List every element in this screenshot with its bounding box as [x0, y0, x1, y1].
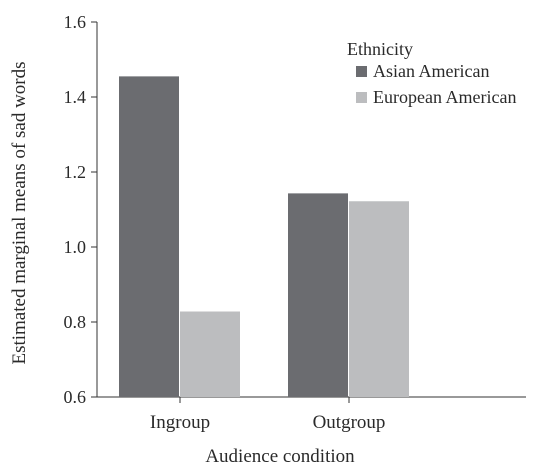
- legend-swatch: [356, 92, 367, 103]
- bar-ingroup-asian-american: [119, 76, 179, 397]
- legend: Ethnicity Asian American European America…: [347, 39, 516, 107]
- y-tick-label: 1.0: [64, 237, 87, 257]
- y-axis-label: Estimated marginal means of sad words: [9, 61, 30, 364]
- legend-label: European American: [373, 87, 516, 107]
- y-tick-label: 0.6: [64, 387, 87, 407]
- y-tick-labels: 0.6 0.8 1.0 1.2 1.4 1.6: [64, 12, 97, 407]
- y-tick-label: 1.2: [64, 162, 87, 182]
- bar-outgroup-asian-american: [288, 193, 348, 397]
- x-tick-label: Outgroup: [313, 412, 386, 433]
- y-tick-label: 1.6: [64, 12, 87, 32]
- legend-label: Asian American: [373, 61, 489, 81]
- legend-title: Ethnicity: [347, 39, 413, 59]
- bar-ingroup-european-american: [180, 311, 240, 397]
- y-tick-label: 1.4: [64, 87, 87, 107]
- x-tick-labels: Ingroup Outgroup: [150, 397, 385, 433]
- x-axis-label: Audience condition: [205, 446, 355, 467]
- legend-swatch: [356, 66, 367, 77]
- bars: [119, 76, 409, 397]
- y-tick-label: 0.8: [64, 312, 87, 332]
- bar-outgroup-european-american: [349, 201, 409, 397]
- x-tick-label: Ingroup: [150, 412, 210, 433]
